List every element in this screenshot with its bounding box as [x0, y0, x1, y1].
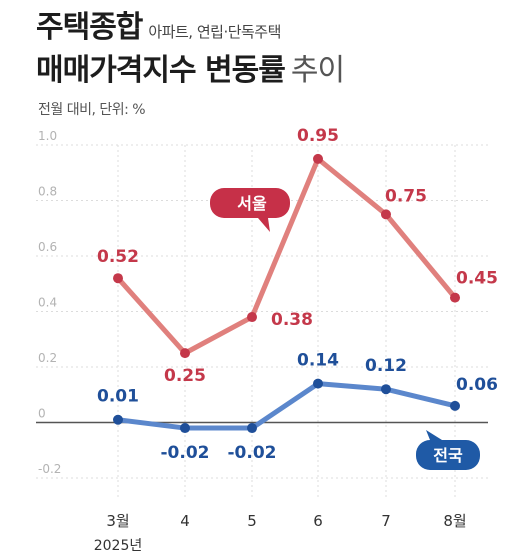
data-label: 0.95	[297, 126, 339, 146]
data-point	[180, 423, 190, 434]
unit-note: 전월 대비, 단위: %	[38, 102, 146, 118]
title-main: 주택종합	[36, 10, 143, 45]
y-tick-label: 0.2	[38, 351, 57, 365]
nation-callout-bubble	[416, 430, 480, 470]
series-line-seoul	[115, 156, 458, 356]
data-label: 0.38	[271, 310, 313, 330]
x-tick-label: 3월	[106, 512, 129, 530]
chart-title: 주택종합 아파트, 연립·단독주택	[36, 2, 281, 46]
data-point	[313, 378, 323, 389]
y-tick-label: 0.4	[38, 296, 57, 310]
title-line2-light: 추이	[290, 53, 345, 88]
data-point	[113, 273, 123, 284]
y-tick-label: 0.6	[38, 240, 57, 254]
y-tick-label: -0.2	[38, 462, 61, 476]
chart-title-line2: 매매가격지수 변동률 추이	[36, 45, 345, 89]
series-line-nation	[115, 381, 458, 431]
x-tick-label: 4	[180, 512, 190, 530]
title-sub: 아파트, 연립·단독주택	[148, 23, 281, 41]
seoul-callout-bubble	[210, 188, 290, 232]
year-label: 2025년	[94, 538, 143, 554]
data-label: 0.75	[385, 186, 427, 206]
data-point	[247, 312, 257, 323]
y-tick-label: 1.0	[38, 129, 57, 143]
x-tick-label: 5	[247, 512, 257, 530]
data-label: -0.02	[228, 443, 277, 463]
data-point	[381, 209, 391, 220]
data-label: 0.25	[164, 366, 206, 386]
nation-series-label: 전국	[433, 446, 463, 465]
seoul-series-label: 서울	[237, 194, 267, 213]
x-tick-label: 6	[313, 512, 323, 530]
title-line2-bold: 매매가격지수 변동률	[36, 53, 286, 88]
data-point	[450, 292, 460, 303]
data-point	[113, 414, 123, 425]
y-tick-label: 0.8	[38, 185, 57, 199]
x-tick-label: 8월	[443, 512, 466, 530]
data-point	[450, 400, 460, 411]
data-label: 0.52	[97, 247, 139, 267]
data-label: 0.06	[456, 375, 498, 395]
data-label: 0.45	[456, 269, 498, 289]
data-label: 0.01	[97, 387, 139, 407]
data-point	[381, 384, 391, 395]
data-point	[313, 153, 323, 164]
data-label: 0.14	[297, 351, 339, 371]
data-point	[247, 423, 257, 434]
data-point	[180, 348, 190, 359]
data-label: 0.12	[365, 356, 407, 376]
y-tick-label: 0	[38, 407, 46, 421]
data-label: -0.02	[161, 443, 210, 463]
x-tick-label: 7	[381, 512, 391, 530]
